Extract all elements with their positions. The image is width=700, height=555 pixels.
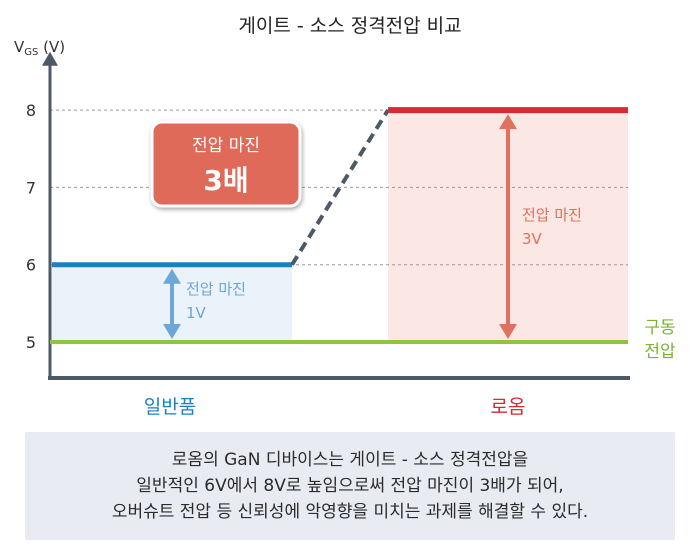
- margin-arrow-general-head-bottom: [163, 324, 181, 339]
- caption-line-1: 로옴의 GaN 디바이스는 게이트 - 소스 정격전압을: [171, 450, 529, 470]
- badge-line1: 전압 마진: [192, 136, 260, 156]
- y-axis-label: VGS (V): [14, 38, 65, 58]
- y-axis-arrow: [42, 51, 58, 66]
- y-tick-label: 6: [26, 256, 36, 275]
- margin-label-rohm: 전압 마진: [522, 206, 582, 224]
- margin-label-general: 전압 마진: [186, 280, 246, 298]
- chart: 게이트 - 소스 정격전압 비교 VGS (V) 5 6 7 8 전압 마진 1V 전압 마진…: [14, 15, 676, 418]
- category-label-general: 일반품: [144, 396, 196, 418]
- y-tick-label: 7: [26, 178, 36, 197]
- caption-line-2: 일반적인 6V에서 8V로 높임으로써 전압 마진이 3배가 되어,: [136, 476, 564, 496]
- caption-text: 로옴의 GaN 디바이스는 게이트 - 소스 정격전압을 일반적인 6V에서 8…: [112, 447, 588, 525]
- drive-label-line2: 전압: [644, 342, 676, 362]
- badge-line2: 3배: [203, 164, 248, 197]
- margin-arrow-rohm-head-top: [499, 114, 517, 130]
- y-tick-label: 8: [26, 101, 36, 120]
- caption-line-3: 오버슈트 전압 등 신뢰성에 악영향을 미치는 과제를 해결할 수 있다.: [111, 502, 589, 522]
- caption-box: 로옴의 GaN 디바이스는 게이트 - 소스 정격전압을 일반적인 6V에서 8…: [25, 432, 675, 540]
- margin-arrow-general-head-top: [163, 268, 181, 284]
- margin-value-general: 1V: [186, 304, 207, 322]
- chart-title: 게이트 - 소스 정격전압 비교: [238, 15, 461, 37]
- category-label-rohm: 로옴: [491, 396, 526, 418]
- margin-badge: [150, 120, 302, 208]
- margin-arrow-rohm-head-bottom: [499, 324, 517, 339]
- transition-dashed-line: [290, 109, 390, 266]
- y-tick-label: 5: [26, 333, 36, 352]
- margin-value-rohm: 3V: [522, 230, 543, 248]
- drive-label-line1: 구동: [644, 318, 675, 338]
